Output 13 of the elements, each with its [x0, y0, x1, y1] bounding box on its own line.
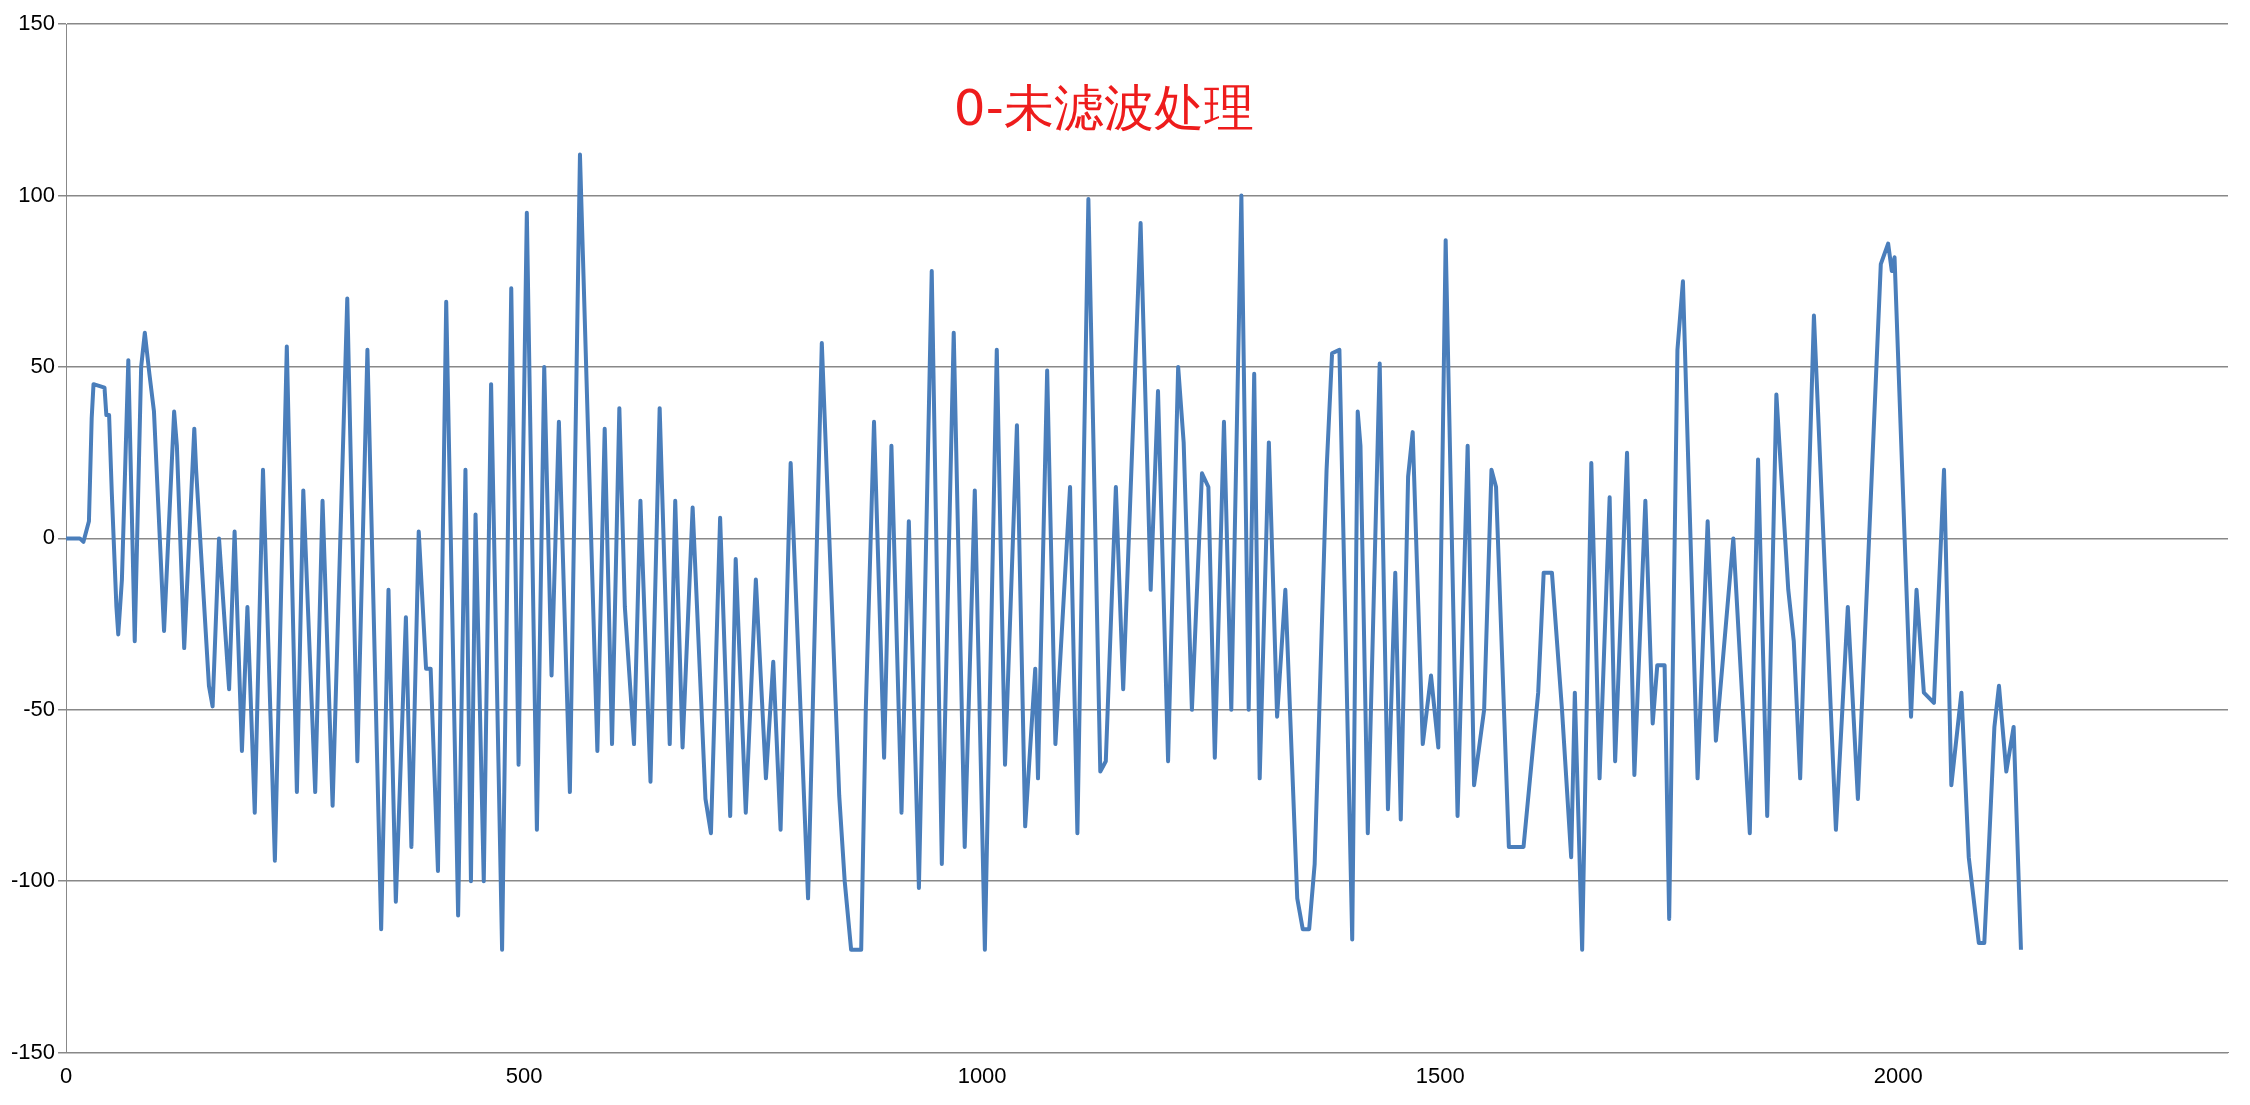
x-tick-label: 2000	[1873, 1062, 1923, 1088]
y-tick-label: -50	[23, 695, 56, 721]
y-tick-label: 0	[42, 524, 56, 550]
y-tick-label: -150	[10, 1038, 56, 1064]
y-tick-label: 50	[30, 353, 56, 379]
x-tick-label: 1000	[957, 1062, 1007, 1088]
y-tick-label: -100	[10, 867, 56, 893]
x-tick-label: 500	[505, 1062, 543, 1088]
y-tick-label: 100	[18, 181, 56, 207]
y-tick-label: 150	[18, 10, 56, 36]
text: 0-未滤波处理	[953, 78, 1254, 137]
x-tick-label: 1500	[1415, 1062, 1465, 1088]
x-tick-label: 0	[59, 1062, 73, 1088]
